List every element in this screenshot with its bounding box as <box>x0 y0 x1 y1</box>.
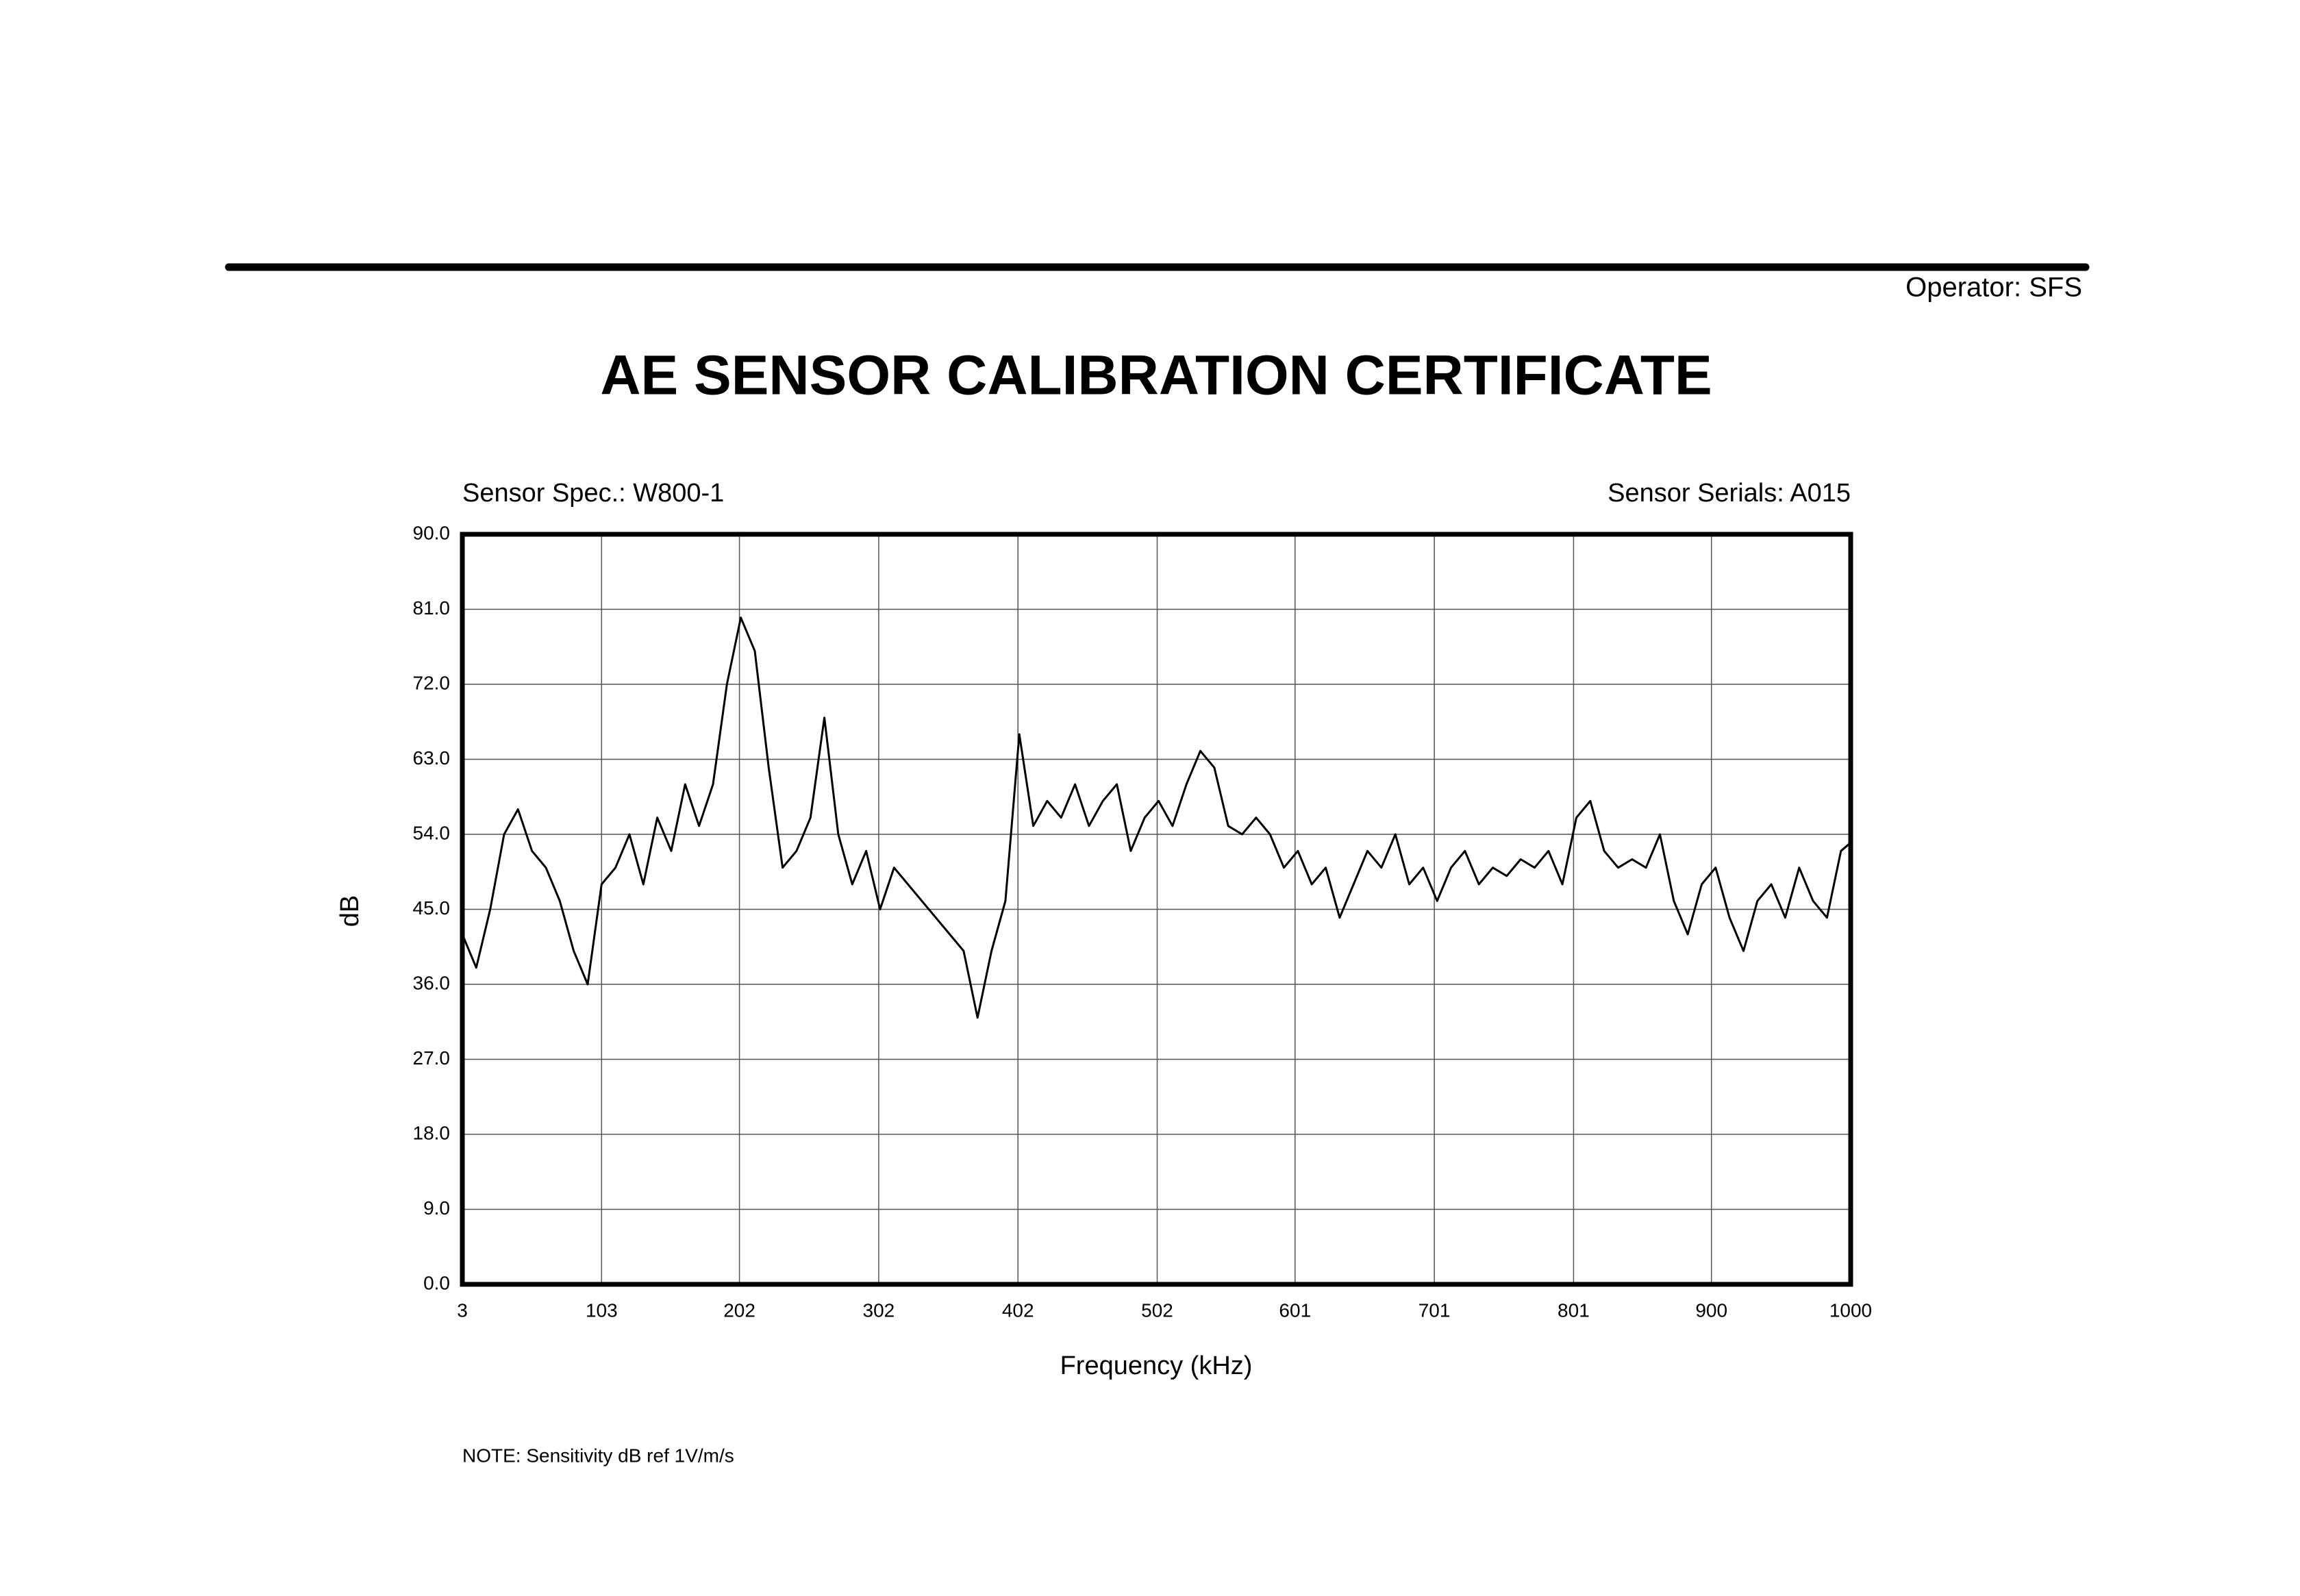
x-tick-label: 701 <box>1418 1299 1451 1321</box>
y-tick-label: 72.0 <box>413 672 451 693</box>
plot-frame <box>460 532 1853 1287</box>
x-tick-label: 402 <box>1002 1299 1034 1321</box>
x-tick-label: 3 <box>457 1299 468 1321</box>
y-tick-label: 90.0 <box>413 522 451 543</box>
operator: Operator: SFS <box>1905 273 2082 303</box>
x-tick-label: 601 <box>1279 1299 1311 1321</box>
y-tick-label: 45.0 <box>413 897 451 919</box>
x-tick-label: 302 <box>863 1299 895 1321</box>
y-tick-label: 18.0 <box>413 1122 451 1143</box>
y-tick-label: 9.0 <box>423 1197 450 1219</box>
x-tick-label: 103 <box>586 1299 618 1321</box>
data-line <box>461 616 1851 1019</box>
x-tick-label: 502 <box>1141 1299 1173 1321</box>
note: NOTE: Sensitivity dB ref 1V/m/s <box>462 1445 734 1466</box>
sensor-serials: Sensor Serials: A015 <box>1608 479 1851 508</box>
y-tick-label: 81.0 <box>413 597 451 619</box>
y-tick-label: 36.0 <box>413 972 451 993</box>
chart-title: AE SENSOR CALIBRATION CERTIFICATE <box>600 345 1712 407</box>
x-tick-label: 1000 <box>1829 1299 1872 1321</box>
y-tick-label: 27.0 <box>413 1047 451 1069</box>
x-axis-label: Frequency (kHz) <box>1060 1351 1253 1380</box>
sensor-spec: Sensor Spec.: W800-1 <box>462 479 724 508</box>
y-tick-label: 54.0 <box>413 822 451 843</box>
y-axis-label: dB <box>336 895 364 927</box>
x-tick-label: 202 <box>723 1299 755 1321</box>
y-tick-label: 63.0 <box>413 747 451 769</box>
y-tick-label: 0.0 <box>423 1272 450 1293</box>
x-tick-label: 801 <box>1558 1299 1590 1321</box>
x-tick-label: 900 <box>1695 1299 1727 1321</box>
